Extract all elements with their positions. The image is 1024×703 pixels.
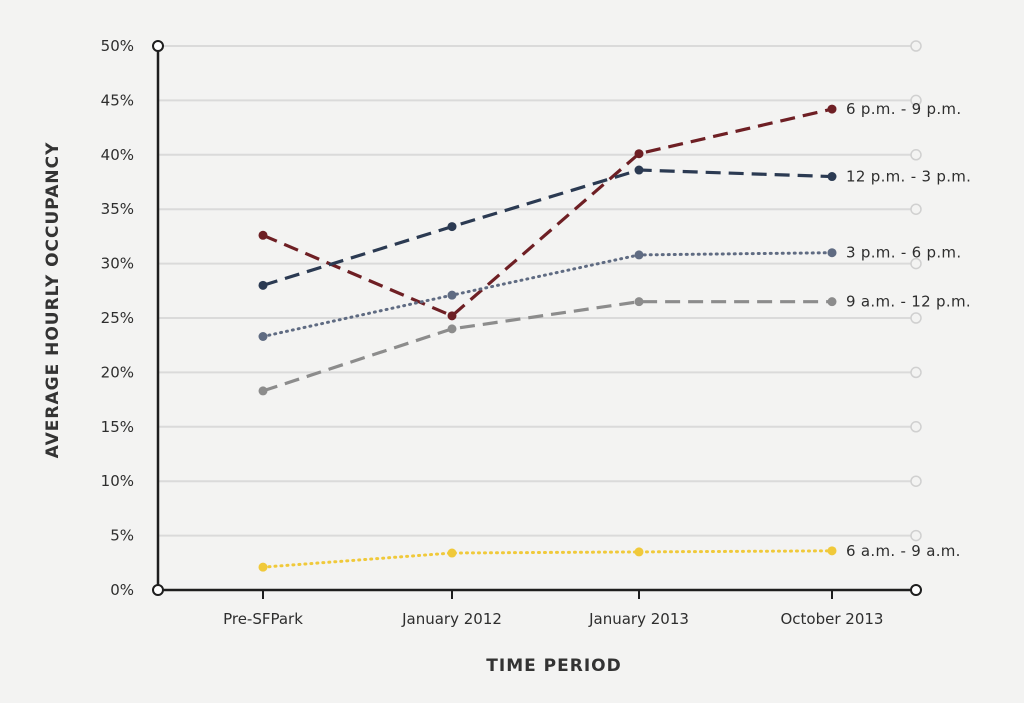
data-point <box>827 248 837 258</box>
y-tick-label: 20% <box>101 363 134 381</box>
series-label: 12 p.m. - 3 p.m. <box>846 168 971 186</box>
gridline-end-marker <box>910 203 922 215</box>
gridline-end-marker <box>910 312 922 324</box>
data-point <box>827 172 837 182</box>
y-tick-label: 30% <box>101 255 134 273</box>
gridline-end-marker <box>910 529 922 542</box>
y-tick-label: 5% <box>110 527 134 545</box>
gridline-end-marker <box>910 421 922 433</box>
data-point <box>258 386 268 396</box>
axis-end-marker <box>152 584 164 596</box>
gridline-end-marker <box>910 94 922 107</box>
axes: 0% 5% 10% 15% 20% 25% 30% 35% 40% 45% 50% Pre-SFPar… <box>101 37 922 628</box>
series-line <box>262 300 832 393</box>
series-group <box>258 165 837 290</box>
y-tick-label: 15% <box>101 418 134 436</box>
data-point <box>634 165 644 175</box>
series-line <box>262 168 833 287</box>
series-label: 6 p.m. - 9 p.m. <box>846 100 961 118</box>
series-group <box>258 297 837 396</box>
data-point <box>258 331 268 341</box>
data-point <box>634 149 644 159</box>
y-tick-label: 50% <box>101 37 134 55</box>
series-group <box>258 546 837 572</box>
axis-end-marker <box>152 40 164 52</box>
gridline-end-marker <box>910 40 922 52</box>
series-lines <box>258 104 837 572</box>
series-line <box>262 107 833 318</box>
axis-end-marker <box>910 584 922 596</box>
y-axis-title: AVERAGE HOURLY OCCUPANCY <box>43 142 63 459</box>
gridline-end-marker <box>910 366 922 379</box>
x-tick-label: October 2013 <box>781 610 884 628</box>
gridline-end-marker <box>910 257 922 270</box>
y-tick-label: 10% <box>101 472 134 490</box>
data-point <box>634 250 644 260</box>
data-point <box>634 297 644 307</box>
data-point <box>827 104 837 114</box>
series-label: 6 a.m. - 9 a.m. <box>846 542 961 560</box>
series-line <box>261 549 834 569</box>
y-tick-label: 25% <box>101 309 134 327</box>
data-point <box>447 324 457 334</box>
y-tick-label: 0% <box>110 581 134 599</box>
data-point <box>634 547 644 557</box>
data-point <box>827 297 837 307</box>
data-point <box>447 222 457 232</box>
data-point <box>447 548 457 558</box>
series-line <box>261 251 834 338</box>
series-label: 3 p.m. - 6 p.m. <box>846 244 961 262</box>
y-tick-label: 40% <box>101 146 134 164</box>
data-point <box>258 230 268 240</box>
gridline-end-marker <box>910 475 922 487</box>
x-axis-title: TIME PERIOD <box>486 656 621 676</box>
data-point <box>447 290 457 300</box>
series-group <box>258 104 837 321</box>
data-point <box>447 311 457 321</box>
x-tick-label: January 2012 <box>401 610 502 628</box>
y-tick-label: 45% <box>101 91 134 109</box>
data-point <box>258 280 268 290</box>
data-point <box>258 562 268 572</box>
y-tick-label: 35% <box>101 200 134 218</box>
data-point <box>827 546 837 556</box>
series-group <box>258 248 837 341</box>
series-label: 9 a.m. - 12 p.m. <box>846 293 971 311</box>
x-tick-label: January 2013 <box>588 610 689 628</box>
gridline-end-marker <box>910 149 922 161</box>
x-tick-label: Pre-SFPark <box>223 610 303 628</box>
series-labels: 6 p.m. - 9 p.m. 12 p.m. - 3 p.m. 3 p.m. - … <box>846 100 971 560</box>
